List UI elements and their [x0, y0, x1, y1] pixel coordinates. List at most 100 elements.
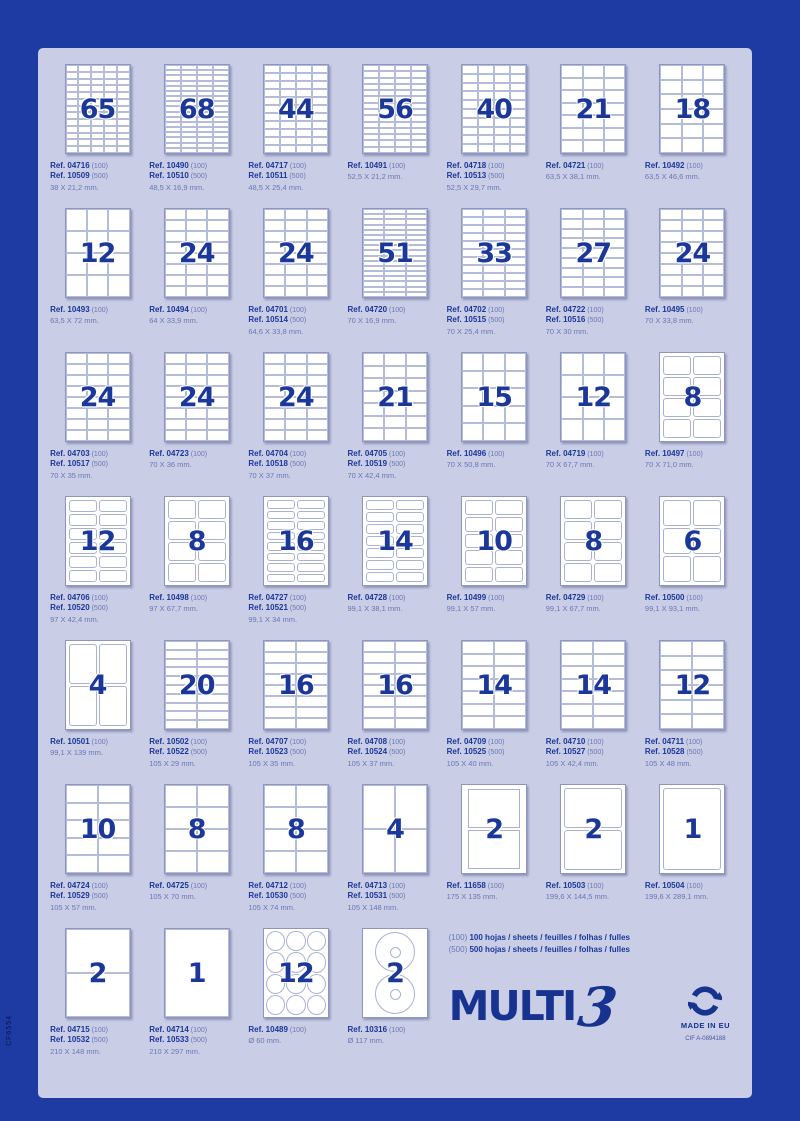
label-cell	[207, 231, 229, 242]
ref-sheet-qty: (500)	[287, 893, 307, 901]
label-cell	[384, 209, 406, 215]
label-cell	[478, 126, 495, 136]
cif-code: CIF A-0894188	[685, 1036, 726, 1042]
label-cell	[462, 388, 484, 406]
label-size: 52,5 X 29,7 mm.	[446, 182, 502, 192]
label-cell	[207, 264, 229, 275]
label-cell	[410, 65, 427, 72]
label-cell	[483, 233, 505, 241]
sheet-layout	[659, 784, 726, 874]
ref-line: Ref. 10519 (500)	[347, 459, 442, 469]
label-cell	[362, 140, 379, 147]
label-cell	[660, 286, 682, 297]
ref-code: Ref. 04711	[644, 737, 685, 746]
label-count: 21	[575, 93, 612, 125]
ref-sheet-qty: (500)	[287, 605, 307, 613]
label-cell	[164, 693, 197, 703]
ref-code: Ref. 10496	[446, 449, 487, 458]
label-card: 24 Ref. 04701 (100) Ref. 10514 (500) 64,6 X…	[246, 208, 345, 352]
ref-code: Ref. 10518	[248, 459, 288, 469]
label-cell	[362, 71, 379, 78]
label-cell	[279, 121, 296, 129]
label-cell	[663, 419, 692, 438]
label-cell	[78, 146, 92, 153]
label-cell	[693, 556, 722, 582]
label-cell	[582, 102, 604, 116]
label-cell	[65, 397, 87, 408]
label-cell	[212, 137, 229, 143]
label-cell	[266, 552, 295, 561]
ref-sheet-qty: (100)	[585, 883, 604, 890]
ref-line: Ref. 04706 (100)	[50, 593, 145, 603]
label-cell	[483, 423, 505, 441]
label-cell	[196, 785, 229, 807]
label-cell	[582, 65, 604, 78]
label-cell	[462, 353, 484, 371]
label-cell	[311, 65, 328, 73]
label-cell	[212, 90, 229, 97]
label-cell	[295, 145, 312, 153]
sheet-diagram: 24	[163, 208, 230, 298]
label-cell	[703, 94, 725, 109]
ref-line: Ref. 04701 (100)	[248, 305, 343, 315]
label-card: 18 Ref. 10492 (100) 63,5 X 46,6 mm.	[643, 64, 742, 208]
ref-code: Ref. 10523	[248, 747, 288, 757]
label-info: Ref. 10493 (100) 63,5 X 72 mm.	[50, 305, 145, 326]
sheet-diagram: 16	[262, 496, 329, 586]
label-count: 8	[683, 381, 703, 413]
label-cell	[405, 428, 427, 441]
ref-line: Ref. 04729 (100)	[546, 593, 641, 603]
label-cell	[78, 132, 92, 140]
label-size: 64 X 33,9 mm.	[149, 316, 198, 326]
ref-code: Ref. 04701	[248, 305, 288, 314]
label-count: 44	[278, 93, 315, 125]
label-cell	[279, 65, 296, 73]
ref-code: Ref. 04702	[446, 305, 487, 314]
sheet-layout	[659, 352, 726, 442]
label-cell	[186, 220, 208, 231]
sheet-diagram: 1	[163, 928, 230, 1018]
ref-sheet-qty: (100)	[287, 1027, 307, 1034]
ref-sheet-qty: (100)	[585, 595, 604, 602]
label-cell	[86, 253, 109, 275]
sheet-diagram: 10	[64, 784, 131, 874]
label-cell	[362, 134, 379, 141]
sheet-layout	[461, 208, 528, 298]
ref-sheet-qty: (100)	[287, 883, 307, 890]
label-cell	[582, 209, 604, 219]
label-cell	[279, 89, 296, 97]
label-cell	[462, 249, 484, 257]
label-cell	[362, 234, 385, 241]
label-cell	[660, 65, 682, 80]
label-cell	[196, 829, 229, 851]
label-info: Ref. 10498 (100) 97 X 67,7 mm.	[149, 593, 244, 614]
label-info: Ref. 10500 (100) 99,1 X 93,1 mm.	[645, 593, 740, 614]
ref-line: Ref. 10525 (500)	[447, 747, 542, 757]
label-cell	[365, 548, 394, 558]
label-count: 8	[584, 525, 603, 557]
ref-line: Ref. 04723 (100)	[149, 449, 244, 459]
label-cell	[295, 807, 328, 829]
label-cell	[65, 364, 87, 375]
label-cell	[384, 390, 406, 404]
label-cell	[561, 218, 583, 229]
label-cell	[212, 106, 229, 112]
label-cell	[263, 209, 286, 220]
label-cell	[186, 408, 208, 419]
label-cell	[103, 65, 117, 72]
ref-line: Ref. 10532 (500)	[50, 1035, 145, 1045]
label-cell	[78, 65, 92, 72]
label-size: 48,5 X 25,4 mm.	[248, 182, 304, 192]
label-cell	[410, 134, 427, 141]
label-cell	[462, 117, 479, 127]
label-cell	[196, 85, 213, 91]
label-cell	[164, 106, 181, 112]
label-cell	[196, 80, 213, 86]
label-cell	[263, 419, 286, 430]
label-cell	[462, 65, 479, 74]
label-cell	[660, 714, 693, 729]
label-cell	[703, 138, 725, 153]
sheet-layout	[560, 496, 627, 586]
label-info: Ref. 04716 (100) Ref. 10509 (500) 38 X 21,…	[50, 161, 145, 193]
label-cell	[365, 512, 394, 522]
